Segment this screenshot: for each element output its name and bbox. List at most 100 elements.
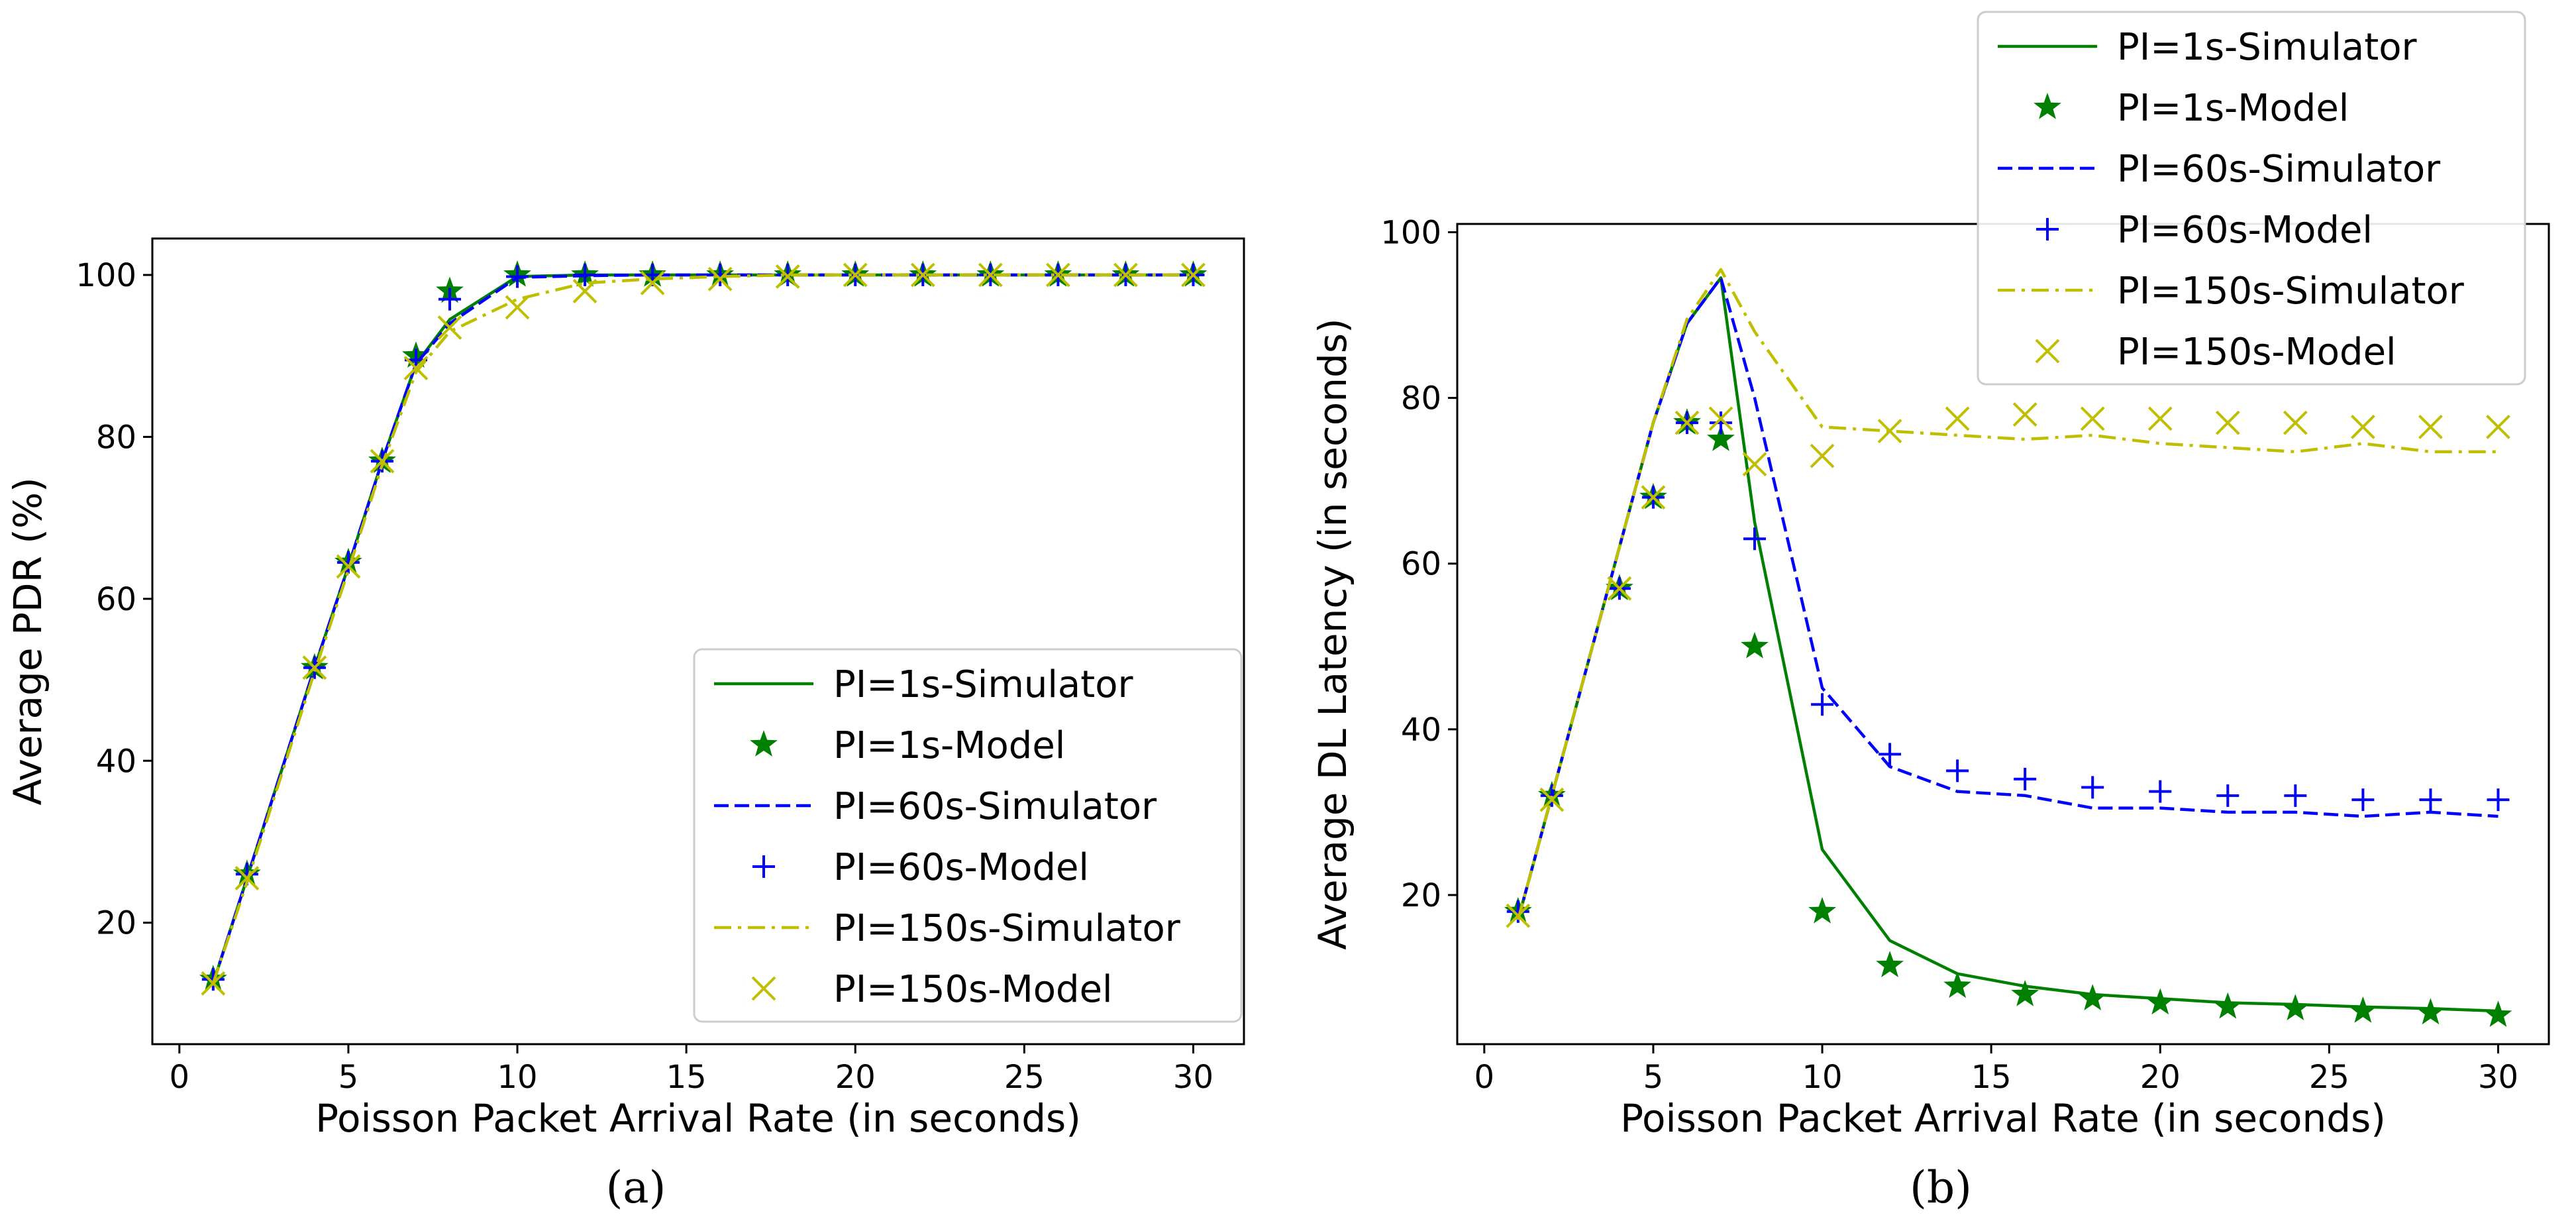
x-tick-label: 15 (666, 1059, 707, 1096)
legend-label: PI=1s-Model (2117, 87, 2349, 130)
x-tick-label: 5 (338, 1059, 359, 1096)
data-point-pi-150s-model (2350, 414, 2375, 439)
data-point-pi-150s-model (201, 971, 226, 996)
legend-handle-pi-1s-model (750, 730, 778, 757)
data-point-pi-60s-model (574, 263, 597, 286)
panel-b-chart: 0 5 10 15 20 25 30 20 40 60 80 100 Poisson Packet Ar… (1310, 11, 2550, 1213)
data-point-pi-150s-model (707, 266, 733, 292)
x-tick-label: 20 (2140, 1059, 2181, 1096)
y-tick-label: 40 (1401, 712, 1441, 749)
data-point-pi-150s-model (2486, 414, 2510, 439)
data-point-pi-150s-model (1674, 410, 1700, 435)
legend-label: PI=150s-Simulator (833, 907, 1181, 950)
data-point-pi-150s-model (437, 315, 462, 340)
data-point-pi-150s-model (1810, 443, 1835, 468)
legend-label: PI=60s-Model (2117, 209, 2373, 252)
legend-box (1977, 11, 2526, 386)
data-point-pi-1s-model (1707, 425, 1735, 451)
y-tick-label: 100 (1380, 215, 1441, 252)
data-point-pi-60s-model (336, 551, 360, 574)
legend-label: PI=60s-Simulator (2117, 148, 2441, 191)
data-point-pi-60s-model (2081, 776, 2104, 799)
data-point-pi-150s-model (2418, 414, 2443, 439)
legend-label: PI=60s-Model (833, 846, 1089, 889)
data-point-pi-150s-model (370, 449, 395, 474)
data-point-pi-150s-model (775, 264, 800, 289)
data-point-pi-60s-model (1811, 693, 1834, 716)
legend-label: PI=150s-Model (833, 968, 1113, 1011)
data-point-pi-60s-model (1946, 759, 1969, 782)
legend: PI=1s-Simulator PI=1s-Model PI=60s-Simulat… (1977, 11, 2526, 386)
series-group (1504, 268, 2512, 1027)
x-tick-label: 20 (835, 1059, 876, 1096)
data-point-pi-150s-model (1045, 262, 1070, 288)
data-point-pi-60s-model (2487, 788, 2510, 812)
data-point-pi-150s-model (505, 295, 530, 320)
data-point-pi-150s-model (1877, 419, 1902, 444)
data-point-pi-150s-model (1181, 262, 1206, 288)
data-point-pi-1s-model (1808, 896, 1836, 924)
legend-label: PI=1s-Simulator (2117, 26, 2417, 69)
data-point-pi-150s-model (2283, 410, 2308, 435)
y-tick-label: 20 (96, 905, 136, 942)
y-tick-label: 80 (1401, 380, 1441, 417)
data-point-pi-150s-model (910, 262, 935, 288)
data-point-pi-60s-model (1879, 743, 1902, 766)
data-point-pi-1s-model (2214, 992, 2242, 1019)
y-tick-label: 80 (96, 419, 136, 456)
y-axis-label: Average PDR (%) (5, 477, 50, 805)
data-point-pi-1s-model (1741, 631, 1769, 659)
series-group (199, 260, 1208, 996)
data-point-pi-60s-model (1709, 411, 1732, 435)
x-tick-label: 15 (1971, 1059, 2012, 1096)
panel-a-chart: 0 5 10 15 20 25 30 20 40 60 80 100 Poisson Packet Ar… (5, 237, 1245, 1213)
x-tick-label: 30 (1173, 1059, 1213, 1096)
data-point-pi-60s-model (2216, 784, 2240, 807)
data-point-pi-150s-model (1506, 903, 1531, 928)
data-point-pi-1s-model (2349, 996, 2377, 1023)
data-point-pi-150s-model (640, 270, 665, 295)
data-point-pi-150s-model (403, 356, 429, 380)
data-point-pi-60s-model (2149, 780, 2172, 803)
data-point-pi-150s-model (978, 262, 1003, 288)
series-line-pi-60s-simulator (1516, 276, 2499, 920)
x-tick-label: 0 (1474, 1059, 1495, 1096)
legend-label: PI=150s-Model (2117, 331, 2396, 374)
data-point-pi-60s-model (1540, 784, 1563, 807)
data-point-pi-150s-model (302, 655, 327, 680)
legend: PI=1s-Simulator PI=1s-Model PI=60s-Simulat… (693, 648, 1243, 1023)
x-tick-label: 0 (170, 1059, 190, 1096)
series-line-pi-150s-simulator (1516, 268, 2499, 920)
data-point-pi-150s-model (1641, 485, 1666, 510)
data-point-pi-150s-model (2012, 402, 2037, 427)
data-point-pi-1s-model (2146, 988, 2175, 1015)
data-point-pi-60s-model (2419, 788, 2442, 812)
data-point-pi-60s-model (2014, 767, 2037, 790)
data-point-pi-150s-model (572, 279, 597, 303)
data-point-pi-60s-model (506, 265, 529, 288)
panel-caption: (a) (606, 1162, 666, 1213)
legend-label: PI=60s-Simulator (833, 785, 1157, 828)
y-axis-label: Average DL Latency (in seconds) (1310, 318, 1355, 949)
x-tick-label: 10 (1802, 1059, 1842, 1096)
data-point-pi-1s-model (2281, 994, 2310, 1020)
legend-handle-pi-150s-model (751, 976, 776, 1001)
y-tick-label: 60 (96, 581, 136, 618)
data-point-pi-150s-model (1607, 576, 1632, 601)
data-point-pi-150s-model (1113, 262, 1138, 288)
panel-caption: (b) (1910, 1162, 1972, 1213)
legend-handle-pi-1s-model (2034, 93, 2061, 119)
data-point-pi-1s-model (1943, 971, 1971, 998)
data-point-pi-1s-model (2011, 980, 2039, 1006)
data-point-pi-150s-model (1539, 787, 1565, 812)
y-tick-label: 60 (1401, 546, 1441, 583)
x-tick-label: 10 (497, 1059, 537, 1096)
legend-label: PI=1s-Simulator (833, 663, 1133, 706)
x-tick-label: 5 (1643, 1059, 1664, 1096)
x-tick-label: 25 (1004, 1059, 1045, 1096)
data-point-pi-150s-model (1945, 406, 1970, 431)
y-tick-label: 20 (1401, 877, 1441, 914)
data-point-pi-60s-model (438, 288, 461, 311)
legend-handle-pi-150s-model (2035, 339, 2060, 364)
